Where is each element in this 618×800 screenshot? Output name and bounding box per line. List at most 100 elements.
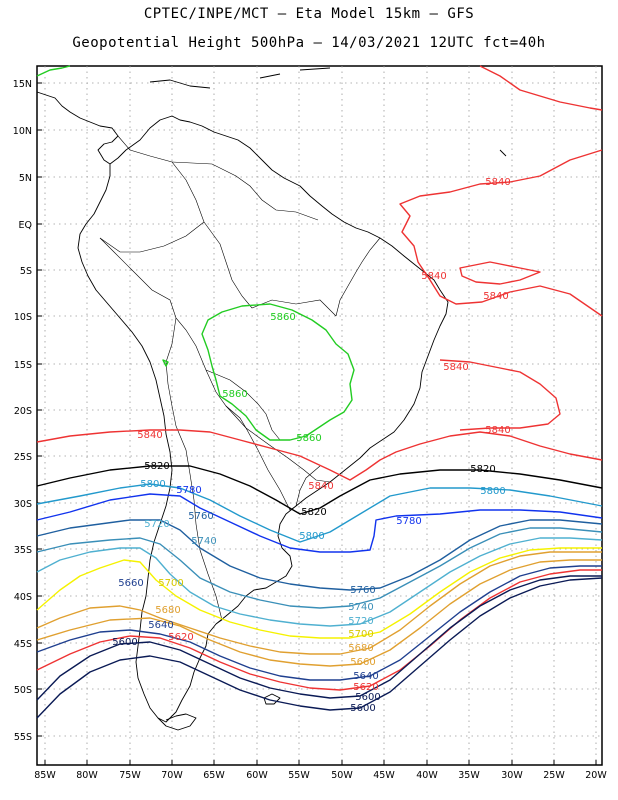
- lat-label: 40S: [14, 592, 32, 603]
- contour-5720: [36, 537, 603, 627]
- contour-label: 5720: [144, 519, 169, 530]
- lat-label: 5N: [19, 173, 32, 184]
- south-america-coast: [77, 115, 449, 723]
- contour-label: 5780: [396, 516, 421, 527]
- latitude-labels: 15N 10N 5N EQ 5S 10S 15S 20S 25S 30S 35S…: [13, 79, 32, 743]
- contour-label: 5780: [176, 485, 201, 496]
- contour-label: 5640: [353, 671, 378, 682]
- lat-label: 15S: [14, 360, 32, 371]
- contour-label: 5720: [348, 616, 373, 627]
- lat-label: 55S: [14, 732, 32, 743]
- contour-label: 5660: [118, 578, 143, 589]
- coastlines: [36, 67, 507, 731]
- lat-label: 10S: [14, 312, 32, 323]
- contour-label: 5820: [144, 461, 169, 472]
- contour-label: 5660: [350, 657, 375, 668]
- contour-5740: [36, 527, 603, 609]
- grid: [37, 66, 602, 765]
- contour-5840-east: [399, 149, 603, 317]
- contour-label: 5840: [483, 291, 508, 302]
- contour-5860-nw: [36, 65, 71, 77]
- contour-5840-se: [439, 359, 561, 431]
- contour-label: 5800: [140, 479, 165, 490]
- lon-label: 25W: [543, 770, 565, 781]
- contour-label: 5800: [299, 531, 324, 542]
- contour-5860-dot: [162, 359, 169, 367]
- contour-5620: [36, 569, 602, 691]
- map-title-line-1: CPTEC/INPE/MCT – Eta Model 15km – GFS: [143, 6, 475, 22]
- lon-label: 35W: [458, 770, 480, 781]
- contour-label: 5600: [112, 637, 137, 648]
- contour-label: 5680: [348, 643, 373, 654]
- contour-label: 5620: [353, 682, 378, 693]
- lon-label: 65W: [203, 770, 225, 781]
- lat-label: 20S: [14, 406, 32, 417]
- contour-label: 5740: [191, 536, 216, 547]
- contour-5840-south: [36, 429, 603, 481]
- map-title-line-2: Geopotential Height 500hPa – 14/03/2021 …: [72, 35, 546, 51]
- lon-label: 60W: [246, 770, 268, 781]
- central-america-coast: [36, 91, 119, 165]
- contour-label: 5740: [348, 602, 373, 613]
- lon-label: 40W: [416, 770, 438, 781]
- contour-5700: [36, 547, 602, 639]
- lon-label: 45W: [373, 770, 395, 781]
- contour-5640: [36, 565, 602, 681]
- lon-label: 70W: [161, 770, 183, 781]
- contour-label: 5700: [348, 629, 373, 640]
- lon-label: 30W: [501, 770, 523, 781]
- contour-5680: [36, 551, 602, 655]
- lat-label: 45S: [14, 639, 32, 650]
- lat-label: 15N: [13, 79, 32, 90]
- axis-ticks: [37, 82, 597, 765]
- lon-label: 85W: [34, 770, 56, 781]
- contour-label: 5820: [470, 464, 495, 475]
- lat-label: 30S: [14, 499, 32, 510]
- contour-labels: 5840 5840 5840 5840 5840 5840 5860 5860 …: [112, 177, 510, 714]
- contour-5600: [36, 575, 602, 701]
- contour-5780: [36, 493, 603, 553]
- contour-5800: [36, 483, 603, 543]
- contour-label: 5760: [188, 511, 213, 522]
- contour-label: 5840: [421, 271, 446, 282]
- lat-label: 25S: [14, 452, 32, 463]
- longitude-labels: 85W 80W 75W 70W 65W 60W 55W 50W 45W 40W …: [34, 770, 607, 781]
- contour-label: 5680: [155, 605, 180, 616]
- contour-label: 5860: [222, 389, 247, 400]
- contour-label: 5700: [158, 578, 183, 589]
- contour-label: 5760: [350, 585, 375, 596]
- contour-label: 5600: [350, 703, 375, 714]
- lon-label: 80W: [76, 770, 98, 781]
- tierra-del-fuego: [157, 713, 197, 731]
- lon-label: 50W: [331, 770, 353, 781]
- contour-label: 5620: [168, 632, 193, 643]
- contour-label: 5840: [443, 362, 468, 373]
- contour-5860: [201, 303, 355, 441]
- contour-5760: [36, 519, 603, 591]
- lat-label: EQ: [19, 220, 32, 231]
- contour-label: 5840: [137, 430, 162, 441]
- lon-label: 55W: [288, 770, 310, 781]
- contour-label: 5820: [301, 507, 326, 518]
- contour-label: 5800: [480, 486, 505, 497]
- lat-label: 10N: [13, 126, 32, 137]
- lon-label: 20W: [585, 770, 607, 781]
- contour-label: 5640: [148, 620, 173, 631]
- contour-label: 5860: [296, 433, 321, 444]
- lon-label: 75W: [119, 770, 141, 781]
- lat-label: 5S: [20, 266, 32, 277]
- height-contours: [36, 65, 603, 719]
- contour-label: 5840: [485, 425, 510, 436]
- contour-5840-high: [459, 261, 541, 285]
- contour-label: 5840: [485, 177, 510, 188]
- contour-5580: [36, 577, 603, 719]
- contour-label: 5600: [355, 692, 380, 703]
- contour-5660: [36, 559, 602, 667]
- contour-5840-ne: [479, 65, 603, 111]
- caribbean-islands: [149, 67, 507, 157]
- contour-5820: [36, 465, 603, 515]
- lat-label: 50S: [14, 685, 32, 696]
- contour-label: 5840: [308, 481, 333, 492]
- contour-label: 5860: [270, 312, 295, 323]
